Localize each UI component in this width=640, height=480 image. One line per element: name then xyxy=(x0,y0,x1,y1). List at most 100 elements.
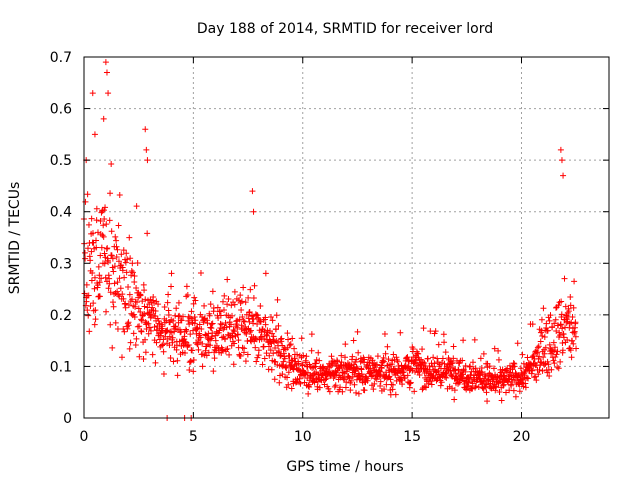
data-point xyxy=(533,377,540,384)
data-point xyxy=(252,344,259,351)
data-point xyxy=(142,349,149,356)
data-point xyxy=(428,381,435,388)
data-point xyxy=(164,327,171,334)
data-point xyxy=(231,301,238,308)
data-point xyxy=(163,317,170,324)
data-point xyxy=(541,350,548,357)
data-point xyxy=(361,387,368,394)
data-point xyxy=(160,371,167,378)
data-point xyxy=(431,360,438,367)
data-point xyxy=(199,340,206,347)
data-point xyxy=(303,359,310,366)
data-point xyxy=(250,208,257,215)
data-point xyxy=(142,336,149,343)
data-point xyxy=(541,333,548,340)
data-point xyxy=(565,308,572,315)
data-point xyxy=(262,270,269,277)
data-point xyxy=(185,342,192,349)
data-point xyxy=(495,347,502,354)
data-point xyxy=(105,285,112,292)
data-point xyxy=(342,354,349,361)
data-point xyxy=(144,157,151,164)
chart-title: Day 188 of 2014, SRMTID for receiver lor… xyxy=(197,21,493,37)
data-point xyxy=(168,283,175,290)
data-point xyxy=(121,328,128,335)
data-point xyxy=(142,126,149,133)
data-point xyxy=(106,217,113,224)
data-point xyxy=(169,334,176,341)
data-point xyxy=(253,358,260,365)
data-point xyxy=(268,366,275,373)
data-point xyxy=(361,356,368,363)
data-point xyxy=(138,316,145,323)
data-point xyxy=(88,215,95,222)
data-point xyxy=(140,281,147,288)
data-point xyxy=(229,312,236,319)
data-point xyxy=(103,221,110,228)
data-point xyxy=(285,336,292,343)
data-point xyxy=(429,363,436,370)
data-point xyxy=(528,370,535,377)
data-point xyxy=(110,303,117,310)
data-point xyxy=(312,360,319,367)
y-tick-label: 0.2 xyxy=(50,308,72,324)
data-point xyxy=(230,361,237,368)
data-point xyxy=(523,374,530,381)
data-point xyxy=(167,355,174,362)
data-point xyxy=(296,375,303,382)
data-point xyxy=(260,343,267,350)
data-point xyxy=(204,320,211,327)
data-point xyxy=(421,383,428,390)
data-point xyxy=(92,316,99,323)
data-point xyxy=(210,368,217,375)
data-point xyxy=(286,342,293,349)
data-point xyxy=(471,336,478,343)
data-point xyxy=(280,358,287,365)
data-point xyxy=(257,303,264,310)
data-point xyxy=(338,352,345,359)
data-point xyxy=(475,383,482,390)
data-point xyxy=(380,358,387,365)
data-point xyxy=(197,334,204,341)
data-point xyxy=(559,347,566,354)
data-point xyxy=(393,354,400,361)
data-point xyxy=(126,234,133,241)
data-point xyxy=(141,303,148,310)
data-point xyxy=(540,305,547,312)
data-point xyxy=(500,382,507,389)
data-point xyxy=(536,353,543,360)
data-point xyxy=(291,345,298,352)
data-point xyxy=(100,222,107,229)
data-point xyxy=(143,146,150,153)
data-point xyxy=(284,330,291,337)
data-point xyxy=(245,315,252,322)
data-point xyxy=(407,380,414,387)
data-point xyxy=(189,347,196,354)
data-point xyxy=(103,69,110,76)
data-point xyxy=(480,350,487,357)
data-point xyxy=(230,327,237,334)
data-point xyxy=(131,314,138,321)
data-point xyxy=(560,334,567,341)
data-point xyxy=(535,343,542,350)
data-point xyxy=(440,331,447,338)
data-point xyxy=(261,335,268,342)
data-point xyxy=(138,328,145,335)
data-point xyxy=(496,389,503,396)
data-point xyxy=(84,191,91,198)
data-point xyxy=(355,390,362,397)
data-point xyxy=(162,327,169,334)
data-point xyxy=(492,384,499,391)
data-point xyxy=(463,386,470,393)
data-point xyxy=(143,325,150,332)
data-point xyxy=(557,358,564,365)
data-point xyxy=(348,377,355,384)
data-point xyxy=(462,368,469,375)
data-point xyxy=(566,320,573,327)
x-axis-label: GPS time / hours xyxy=(286,459,403,475)
data-point xyxy=(201,302,208,309)
data-point xyxy=(160,341,167,348)
data-point xyxy=(268,313,275,320)
data-point xyxy=(142,296,149,303)
data-point xyxy=(86,328,93,335)
